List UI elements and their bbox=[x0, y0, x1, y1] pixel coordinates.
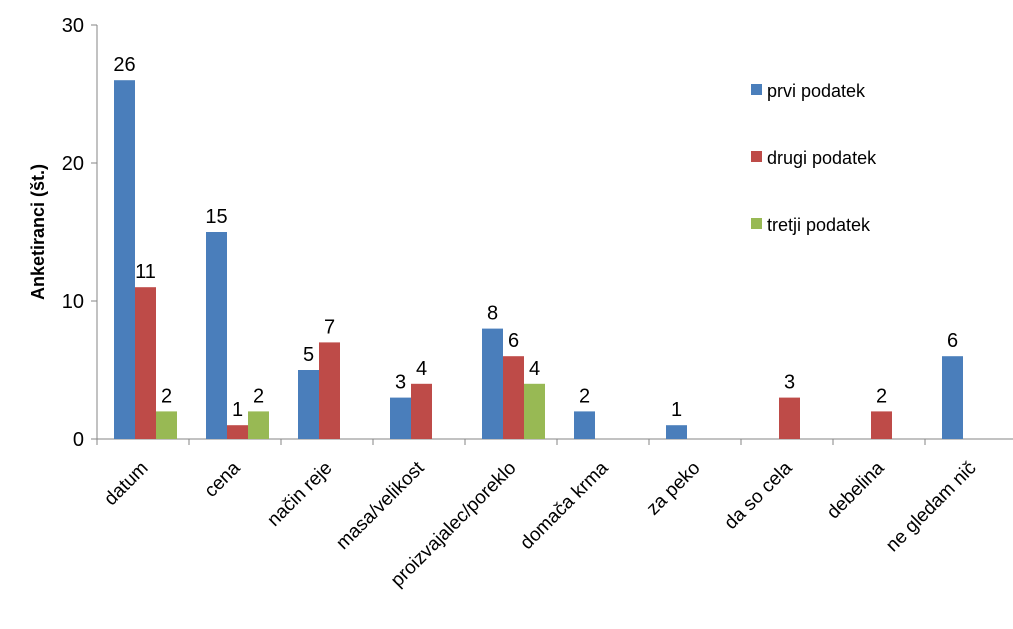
bar bbox=[779, 397, 800, 439]
data-label: 1 bbox=[671, 399, 682, 421]
legend-label: drugi podatek bbox=[767, 148, 877, 168]
data-label: 7 bbox=[324, 316, 335, 338]
x-tick-label: domača krma bbox=[516, 457, 613, 554]
x-tick-label: masa/velikost bbox=[332, 457, 429, 554]
data-label: 26 bbox=[113, 54, 135, 76]
y-axis-title: Anketiranci (št.) bbox=[28, 164, 48, 300]
legend-label: prvi podatek bbox=[767, 81, 866, 101]
bar bbox=[524, 383, 545, 439]
bar bbox=[319, 342, 340, 439]
data-label: 2 bbox=[579, 385, 590, 407]
x-tick-label: debelina bbox=[823, 457, 889, 523]
bar bbox=[227, 425, 248, 439]
x-tick-label: datum bbox=[100, 458, 152, 510]
data-label: 6 bbox=[947, 330, 958, 352]
data-label: 2 bbox=[161, 385, 172, 407]
data-label: 11 bbox=[135, 261, 156, 283]
data-label: 15 bbox=[205, 206, 227, 228]
data-label: 8 bbox=[487, 303, 498, 325]
y-tick-label: 10 bbox=[62, 291, 84, 313]
legend-label: tretji podatek bbox=[767, 215, 871, 235]
data-label: 5 bbox=[303, 344, 314, 366]
bar bbox=[298, 370, 319, 439]
legend-swatch bbox=[751, 84, 762, 95]
x-tick-label: ne gledam nič bbox=[882, 458, 980, 556]
data-label: 3 bbox=[784, 372, 795, 394]
bar bbox=[248, 411, 269, 439]
data-label: 2 bbox=[876, 385, 887, 407]
bar bbox=[114, 80, 135, 439]
y-tick-label: 20 bbox=[62, 153, 84, 175]
data-label: 4 bbox=[529, 358, 540, 380]
bar bbox=[206, 232, 227, 439]
x-tick-label: za peko bbox=[643, 458, 705, 520]
data-label: 3 bbox=[395, 372, 406, 394]
bar bbox=[503, 356, 524, 439]
x-tick-label: način reje bbox=[263, 458, 336, 531]
legend-swatch bbox=[751, 218, 762, 229]
bar bbox=[871, 411, 892, 439]
bar bbox=[135, 287, 156, 439]
y-tick-label: 30 bbox=[62, 15, 84, 37]
data-label: 1 bbox=[232, 399, 243, 421]
y-tick-label: 0 bbox=[73, 429, 84, 451]
legend-swatch bbox=[751, 151, 762, 162]
data-label: 4 bbox=[416, 358, 427, 380]
x-tick-label: da so cela bbox=[720, 457, 796, 533]
data-label: 6 bbox=[508, 330, 519, 352]
legend: prvi podatek drugi podatek tretji podatek bbox=[751, 81, 877, 235]
bar bbox=[942, 356, 963, 439]
bar bbox=[574, 411, 595, 439]
bar bbox=[156, 411, 177, 439]
bar bbox=[390, 397, 411, 439]
x-tick-label: cena bbox=[201, 457, 245, 501]
bar bbox=[666, 425, 687, 439]
data-label: 2 bbox=[253, 385, 264, 407]
bar bbox=[482, 328, 503, 439]
bar bbox=[411, 383, 432, 439]
